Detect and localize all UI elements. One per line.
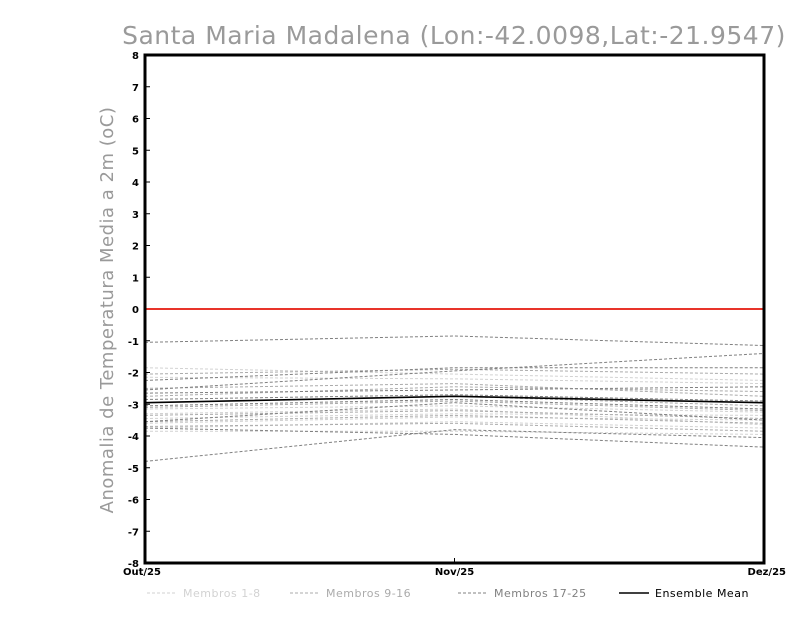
member-series-line: [144, 367, 764, 381]
member-series-line: [144, 400, 765, 412]
legend-label: Membros 17-25: [494, 587, 587, 600]
member-series-line: [144, 429, 765, 462]
member-series-line: [144, 394, 765, 402]
y-tick-label: 1: [132, 273, 139, 284]
y-tick-label: 5: [132, 146, 139, 157]
y-axis-label: Anomalia de Temperatura Media a 2m (oC): [97, 107, 118, 514]
y-tick-label: 6: [132, 115, 139, 126]
member-series-line: [144, 352, 765, 391]
member-series-line: [144, 414, 765, 424]
member-series-line: [144, 416, 765, 424]
y-tick-label: 0: [132, 305, 139, 316]
member-series-line: [144, 335, 765, 347]
legend-label: Membros 9-16: [326, 587, 411, 600]
member-series-line: [144, 386, 765, 397]
y-tick-label: -8: [128, 559, 139, 570]
member-series-line: [144, 408, 765, 426]
plot-frame: [143, 53, 766, 565]
ensemble-mean-line: [144, 395, 765, 404]
member-series-line: [144, 368, 765, 375]
legend-label: Ensemble Mean: [655, 587, 749, 600]
member-series-line: [144, 386, 765, 394]
x-tick-label: Out/25: [123, 567, 161, 578]
y-tick-label: -1: [128, 337, 139, 348]
member-series-line: [144, 405, 765, 413]
y-tick-label: 2: [132, 242, 139, 253]
member-series-line: [144, 413, 765, 420]
member-series-line: [144, 367, 765, 381]
y-tick-label: -2: [128, 369, 139, 380]
member-series-line: [144, 410, 765, 420]
member-series-line: [144, 383, 765, 397]
x-tick-label: Nov/25: [435, 567, 474, 578]
member-series-line: [144, 376, 765, 385]
y-tick-label: 3: [132, 210, 139, 221]
x-tick-label: Dez/25: [748, 567, 787, 578]
legend: Membros 1-8 Membros 9-16 Membros 17-25 Ense…: [147, 587, 749, 600]
y-tick-label: -5: [128, 464, 139, 475]
y-tick-label: -7: [128, 527, 139, 538]
y-tick-label: -3: [128, 400, 139, 411]
member-series-line: [144, 395, 765, 407]
chart-title: Santa Maria Madalena (Lon:-42.0098,Lat:-…: [122, 21, 786, 50]
y-tick-label: -6: [128, 496, 139, 507]
series-layer: [144, 308, 765, 462]
y-tick-label: 7: [132, 83, 139, 94]
member-series-line: [144, 427, 765, 448]
legend-label: Membros 1-8: [183, 587, 261, 600]
member-series-line: [144, 402, 765, 423]
member-series-line: [144, 398, 765, 410]
member-series-line: [144, 421, 765, 429]
y-tick-label: 4: [132, 178, 139, 189]
y-tick-label: -4: [128, 432, 139, 443]
y-tick-label: 8: [132, 51, 139, 62]
member-series-line: [144, 422, 765, 432]
member-series-line: [145, 430, 765, 435]
